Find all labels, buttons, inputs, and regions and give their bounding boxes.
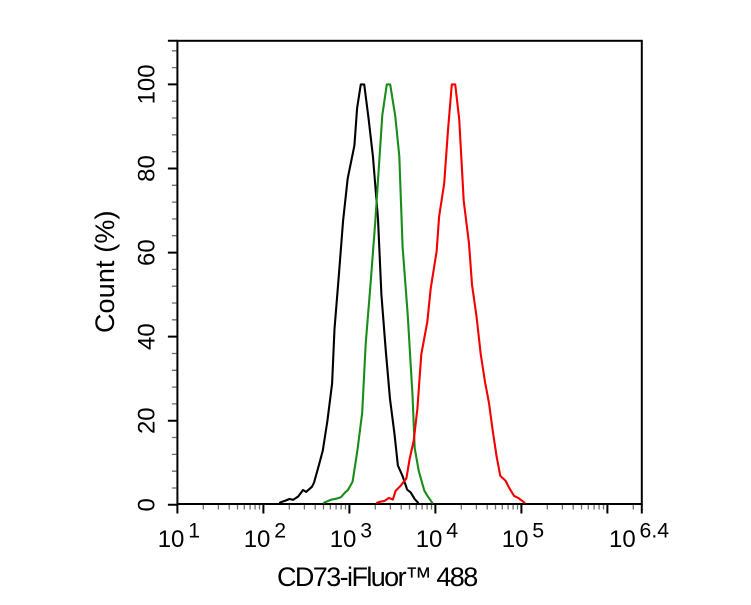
svg-text:10: 10 — [330, 526, 357, 553]
svg-text:1: 1 — [188, 518, 200, 542]
svg-text:80: 80 — [134, 155, 161, 182]
svg-text:10: 10 — [158, 526, 185, 553]
svg-text:Count (%): Count (%) — [90, 211, 120, 334]
svg-text:CD73-iFluor™ 488: CD73-iFluor™ 488 — [277, 562, 478, 592]
svg-text:10: 10 — [416, 526, 443, 553]
svg-text:10: 10 — [609, 526, 636, 553]
svg-text:100: 100 — [134, 64, 161, 104]
svg-text:60: 60 — [134, 239, 161, 266]
svg-text:5: 5 — [532, 518, 544, 542]
svg-text:10: 10 — [244, 526, 271, 553]
svg-text:0: 0 — [134, 498, 161, 511]
svg-text:10: 10 — [502, 526, 529, 553]
svg-text:6.4: 6.4 — [640, 518, 670, 542]
svg-text:2: 2 — [274, 518, 286, 542]
svg-text:4: 4 — [446, 518, 458, 542]
svg-text:40: 40 — [134, 323, 161, 350]
svg-text:3: 3 — [360, 518, 372, 542]
svg-text:20: 20 — [134, 407, 161, 434]
